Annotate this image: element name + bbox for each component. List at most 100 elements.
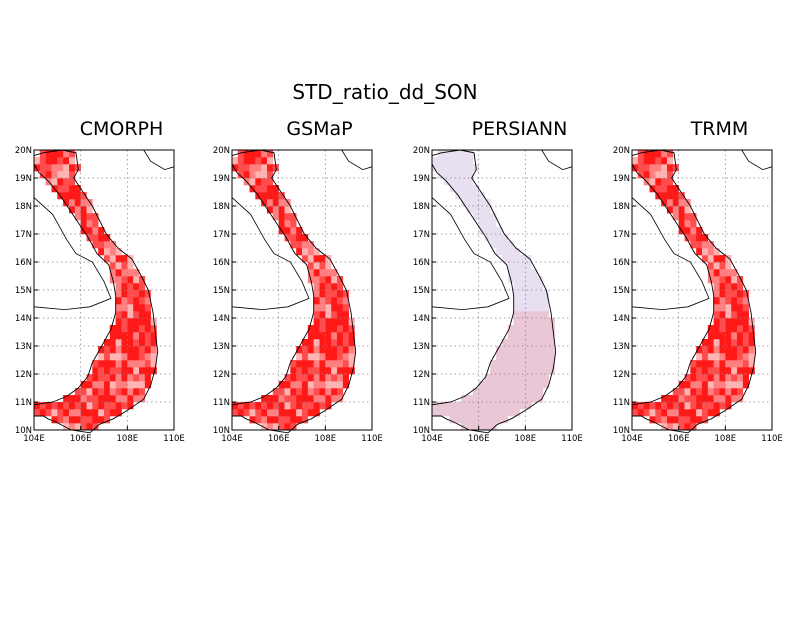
grid-cell: [542, 318, 549, 326]
grid-cell: [649, 164, 656, 172]
grid-cell: [115, 346, 122, 354]
grid-cell: [86, 409, 93, 417]
grid-cell: [684, 374, 691, 382]
grid-cell: [502, 395, 509, 403]
grid-cell: [507, 339, 514, 347]
grid-cell: [742, 360, 749, 368]
grid-cell: [725, 276, 732, 284]
lat-tick-label: 20N: [213, 146, 230, 156]
grid-cell: [86, 234, 93, 242]
lon-tick-label: 110E: [361, 434, 383, 444]
grid-cell: [496, 374, 503, 382]
grid-cell: [348, 332, 355, 340]
grid-cell: [519, 269, 526, 277]
grid-cell: [115, 262, 122, 270]
grid-cell: [537, 283, 544, 291]
grid-cell: [713, 332, 720, 340]
grid-cell: [237, 157, 244, 165]
grid-cell: [449, 150, 456, 158]
grid-cell: [443, 164, 450, 172]
grid-cell: [261, 157, 268, 165]
grid-cell: [519, 388, 526, 396]
grid-cell: [121, 374, 128, 382]
grid-cell: [731, 311, 738, 319]
grid-cell: [115, 381, 122, 389]
grid-cell: [243, 171, 250, 179]
grid-cell: [51, 402, 58, 410]
grid-cell: [302, 360, 309, 368]
grid-cell: [725, 269, 732, 277]
grid-cell: [139, 367, 146, 375]
grid-cell: [284, 388, 291, 396]
grid-cell: [74, 206, 81, 214]
grid-cell: [672, 423, 679, 431]
grid-cell: [139, 290, 146, 298]
grid-cell: [725, 353, 732, 361]
grid-cell: [507, 402, 514, 410]
grid-cell: [133, 276, 140, 284]
grid-cell: [80, 402, 87, 410]
grid-cell: [80, 220, 87, 228]
grid-cell: [467, 416, 474, 424]
grid-cell: [702, 374, 709, 382]
grid-cell: [255, 171, 262, 179]
grid-cell: [57, 409, 64, 417]
grid-cell: [737, 283, 744, 291]
grid-cell: [319, 297, 326, 305]
grid-cell: [507, 395, 514, 403]
grid-cell: [737, 276, 744, 284]
grid-cell: [98, 388, 105, 396]
grid-cell: [337, 360, 344, 368]
grid-cell: [678, 395, 685, 403]
lat-tick-label: 15N: [413, 286, 430, 296]
grid-cell: [672, 185, 679, 193]
grid-cell: [121, 283, 128, 291]
grid-cell: [737, 311, 744, 319]
grid-cell: [104, 234, 111, 242]
grid-cell: [472, 416, 479, 424]
grid-cell: [319, 346, 326, 354]
grid-cell: [690, 241, 697, 249]
grid-cell: [313, 353, 320, 361]
grid-cell: [325, 360, 332, 368]
grid-cell: [296, 353, 303, 361]
grid-cell: [461, 171, 468, 179]
grid-cell: [63, 402, 70, 410]
grid-cell: [531, 339, 538, 347]
grid-cell: [302, 388, 309, 396]
grid-cell: [449, 157, 456, 165]
lat-tick-label: 11N: [15, 398, 32, 408]
lon-tick-label: 108E: [715, 434, 737, 444]
grid-cell: [74, 395, 81, 403]
grid-cell: [449, 402, 456, 410]
grid-cell: [437, 164, 444, 172]
grid-cell: [496, 234, 503, 242]
grid-cell: [637, 171, 644, 179]
grid-cell: [337, 346, 344, 354]
grid-cell: [748, 367, 755, 375]
grid-cell: [713, 248, 720, 256]
grid-cell: [57, 416, 64, 424]
grid-cell: [80, 192, 87, 200]
grid-cell: [725, 290, 732, 298]
grid-cell: [86, 381, 93, 389]
grid-cell: [319, 283, 326, 291]
grid-cell: [267, 206, 274, 214]
grid-cell: [725, 360, 732, 368]
grid-cell: [139, 318, 146, 326]
grid-cell: [707, 353, 714, 361]
grid-cell: [519, 311, 526, 319]
grid-cell: [331, 381, 338, 389]
grid-cell: [313, 283, 320, 291]
grid-cell: [313, 360, 320, 368]
grid-cell: [319, 304, 326, 312]
grid-cell: [490, 381, 497, 389]
grid-cell: [133, 353, 140, 361]
grid-cell: [531, 325, 538, 333]
grid-cell: [690, 423, 697, 431]
grid-cell: [331, 290, 338, 298]
grid-cell: [684, 423, 691, 431]
grid-cell: [731, 290, 738, 298]
grid-cell: [267, 395, 274, 403]
grid-cell: [667, 409, 674, 417]
